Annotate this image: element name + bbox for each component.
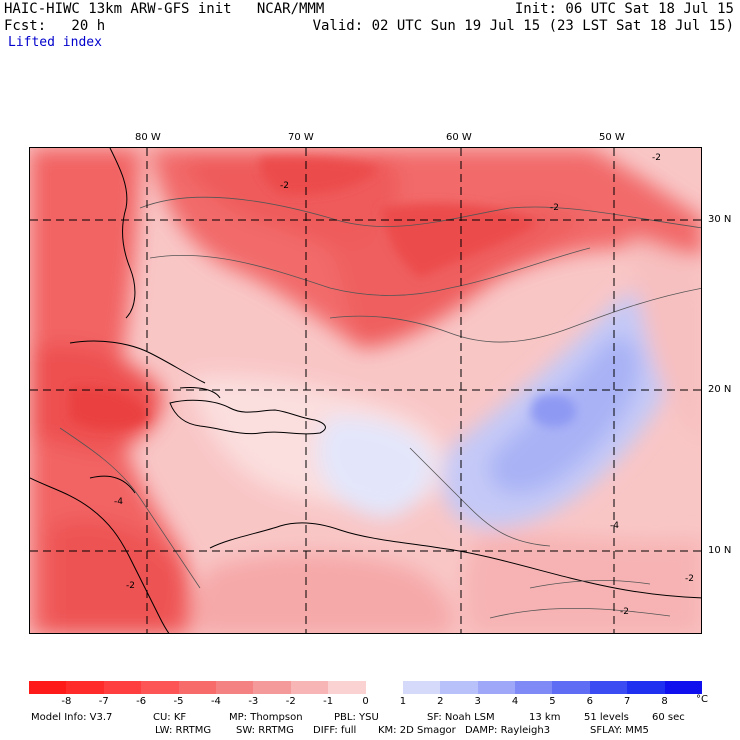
model-info-cu: CU: KF	[153, 712, 187, 723]
lat-label-10n: 10 N	[708, 545, 732, 556]
contour-lines	[59, 196, 701, 619]
colorbar-tick-label: -5	[173, 696, 184, 707]
coastlines	[30, 148, 701, 633]
lon-label-60w: 60 W	[446, 132, 472, 143]
model-info-timestep: 60 sec	[652, 712, 685, 723]
lat-label-20n: 20 N	[708, 384, 732, 395]
colorbar-swatch	[365, 681, 404, 694]
contour-label: -2	[550, 203, 559, 213]
model-info-version: Model Info: V3.7	[31, 712, 113, 723]
contour-label: -4	[610, 521, 619, 531]
model-info-damp: DAMP: Rayleigh3	[465, 725, 551, 736]
colorbar-swatch	[515, 681, 553, 694]
colorbar-swatch	[215, 681, 254, 694]
model-info-sflay: SFLAY: MM5	[590, 725, 649, 736]
colorbar-swatch	[29, 681, 67, 694]
colorbar-unit: °C	[696, 694, 708, 705]
header-init-time: Init: 06 UTC Sat 18 Jul 15	[514, 1, 734, 17]
colorbar-tick-label: -7	[98, 696, 109, 707]
colorbar-tick-label: -8	[61, 696, 72, 707]
header-valid-time: Valid: 02 UTC Sun 19 Jul 15 (23 LST Sat …	[312, 18, 734, 34]
model-info-resolution: 13 km	[529, 712, 561, 723]
lat-label-30n: 30 N	[708, 214, 732, 225]
header-forecast-hour: Fcst: 20 h	[4, 18, 106, 34]
colorbar-swatch	[589, 681, 628, 694]
colorbar-tick-label: 4	[511, 696, 519, 707]
contour-label: -2	[620, 607, 629, 617]
colorbar-swatch	[290, 681, 329, 694]
colorbar-tick-label: 6	[586, 696, 594, 707]
colorbar-swatch	[477, 681, 516, 694]
colorbar-swatch	[66, 681, 105, 694]
contour-label: -2	[126, 581, 135, 591]
contour-label-group: -2 -2 -4 -2 -4 -2 -2 -2	[114, 153, 694, 617]
model-info-levels: 51 levels	[584, 712, 629, 723]
colorbar-tick-label: 3	[474, 696, 481, 707]
field-details	[70, 157, 576, 430]
colorbar-tick-label: 0	[362, 696, 369, 707]
header-title: HAIC-HIWC 13km ARW-GFS init NCAR/MMM	[4, 1, 325, 17]
colorbar-tick-label: 2	[437, 696, 444, 707]
contour-label: -4	[114, 497, 123, 507]
colorbar-tick-label: -3	[248, 696, 259, 707]
colorbar-swatch	[552, 681, 591, 694]
model-info-sf: SF: Noah LSM	[427, 712, 495, 723]
model-info-diff: DIFF: full	[313, 725, 357, 736]
model-info-pbl: PBL: YSU	[334, 712, 379, 723]
colorbar-swatch	[103, 681, 142, 694]
colorbar-tick-label: -2	[285, 696, 296, 707]
colorbar-swatch	[440, 681, 479, 694]
colorbar-swatch	[402, 681, 441, 694]
colorbar-tick-label: -6	[136, 696, 147, 707]
colorbar-tick-label: 1	[399, 696, 407, 707]
map-canvas: -2 -2 -4 -2 -4 -2 -2 -2	[30, 148, 701, 633]
colorbar-tick-label: 5	[549, 696, 556, 707]
field-name: Lifted index	[8, 35, 102, 50]
model-info-mp: MP: Thompson	[229, 712, 303, 723]
lon-label-70w: 70 W	[288, 132, 314, 143]
colorbar-tick-label: 8	[661, 696, 668, 707]
colorbar-tick-label: -1	[323, 696, 334, 707]
lon-label-50w: 50 W	[599, 132, 625, 143]
colorbar-swatch	[178, 681, 217, 694]
colorbar-swatch	[627, 681, 666, 694]
model-info-km: KM: 2D Smagor	[378, 725, 456, 736]
lat-lon-grid	[30, 148, 701, 633]
colorbar-swatch	[328, 681, 366, 694]
lifted-index-map: -2 -2 -4 -2 -4 -2 -2 -2	[29, 147, 702, 634]
colorbar-tick-label: -4	[210, 696, 221, 707]
colorbar	[29, 681, 703, 694]
contour-label: -2	[685, 574, 694, 584]
lon-label-80w: 80 W	[135, 132, 161, 143]
model-info-lw: LW: RRTMG	[155, 725, 212, 736]
contour-label: -2	[280, 181, 289, 191]
colorbar-tick-label: 7	[624, 696, 631, 707]
colorbar-swatch	[664, 681, 703, 694]
model-info-sw: SW: RRTMG	[236, 725, 294, 736]
contour-label: -2	[652, 153, 661, 163]
colorbar-swatch	[141, 681, 180, 694]
colorbar-swatch	[253, 681, 292, 694]
